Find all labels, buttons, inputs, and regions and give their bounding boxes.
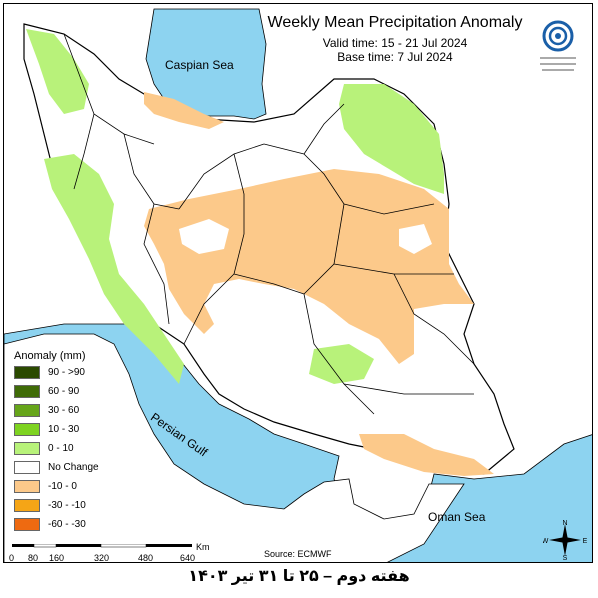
- legend-label: 60 - 90: [48, 386, 80, 397]
- legend-swatch: [14, 442, 40, 455]
- scale-tick: 640: [180, 553, 196, 563]
- map-title: Weekly Mean Precipitation Anomaly: [267, 14, 523, 31]
- anomaly-orange-north: [144, 92, 224, 129]
- no-change-hole-1: [179, 219, 229, 254]
- anomaly-green-center: [309, 344, 374, 384]
- compass-w: W: [543, 538, 549, 545]
- caspian-sea: [145, 8, 267, 120]
- legend: Anomaly (mm) 90 - >90 60 - 90 30 - 60 10…: [8, 344, 108, 544]
- legend-title: Anomaly (mm): [14, 350, 86, 362]
- persian-caption: هفته دوم – ۲۵ تا ۳۱ تیر ۱۴۰۳: [188, 568, 410, 585]
- scale-tick: 0: [9, 553, 15, 563]
- no-change-hole-2: [399, 224, 432, 254]
- scale-tick: 160: [49, 553, 65, 563]
- scale-tick: 320: [94, 553, 110, 563]
- gulf-land-south: [4, 333, 465, 562]
- legend-swatch: [14, 385, 40, 398]
- anomaly-orange-south: [359, 434, 494, 476]
- legend-label: 30 - 60: [48, 405, 80, 416]
- scale-tick: 480: [138, 553, 154, 563]
- province-borders: [63, 33, 475, 415]
- scale-bar: [12, 544, 192, 548]
- valid-time: Valid time: 15 - 21 Jul 2024: [322, 36, 468, 50]
- logo-icon: [540, 20, 576, 71]
- legend-label: No Change: [48, 462, 99, 473]
- map-canvas: [4, 8, 592, 562]
- caspian-sea-label: Caspian Sea: [165, 58, 234, 72]
- legend-swatch: [14, 423, 40, 436]
- compass-n: N: [562, 520, 567, 527]
- legend-swatch: [14, 461, 40, 474]
- anomaly-orange-center: [144, 169, 474, 364]
- legend-swatch: [14, 499, 40, 512]
- anomaly-green-ne: [339, 84, 444, 194]
- legend-swatch: [14, 480, 40, 493]
- compass-rose-icon: N S W E: [543, 520, 587, 560]
- legend-swatch: [14, 518, 40, 531]
- legend-label: 90 - >90: [48, 367, 85, 378]
- anomaly-green-west: [44, 154, 184, 384]
- legend-label: -30 - -10: [48, 500, 86, 511]
- legend-label: 0 - 10: [48, 443, 74, 454]
- source-label: Source: ECMWF: [264, 549, 332, 559]
- compass-s: S: [563, 555, 568, 560]
- map-frame: [3, 3, 593, 563]
- scale-unit: Km: [196, 542, 210, 552]
- anomaly-green-nw: [26, 29, 89, 114]
- legend-swatch: [14, 366, 40, 379]
- base-time: Base time: 7 Jul 2024: [337, 50, 453, 64]
- scale-tick: 80: [28, 553, 39, 563]
- legend-swatch: [14, 404, 40, 417]
- legend-label: -60 - -30: [48, 519, 86, 530]
- compass-e: E: [583, 538, 587, 545]
- oman-sea-label: Oman Sea: [428, 510, 486, 524]
- legend-label: -10 - 0: [48, 481, 77, 492]
- legend-label: 10 - 30: [48, 424, 80, 435]
